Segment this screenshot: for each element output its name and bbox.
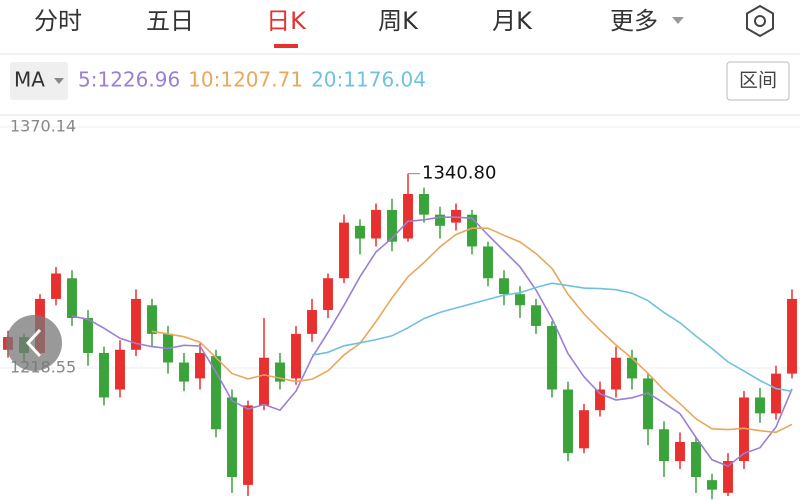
- ma-button-bg: [10, 62, 68, 100]
- candle-body: [643, 378, 653, 430]
- ma-button[interactable]: MA: [10, 62, 68, 100]
- candle-body: [467, 214, 477, 247]
- candle-body: [291, 333, 301, 379]
- header: MA 区间 分时 五日 日K 周K 月K 更多 5:1226.96 10:1207.71 20:…: [0, 4, 800, 101]
- tab[interactable]: 更多: [610, 7, 658, 35]
- candle-body: [579, 410, 589, 449]
- tab[interactable]: 分时: [34, 7, 82, 35]
- candle-body: [67, 278, 77, 318]
- ma-legend: 20:1176.04: [311, 68, 426, 92]
- candle-body: [243, 405, 253, 485]
- candle-body: [211, 356, 221, 430]
- candle-body: [403, 194, 413, 239]
- active-tab-underline: [274, 44, 298, 48]
- candle-body: [707, 480, 717, 490]
- ma-line: [311, 282, 793, 393]
- candle-body: [771, 373, 781, 414]
- candle-body: [675, 441, 685, 462]
- candle-body: [659, 429, 669, 462]
- scroll-button[interactable]: [6, 315, 62, 371]
- candle-body: [531, 305, 541, 326]
- candle-body: [563, 389, 573, 454]
- ma-legend: 10:1207.71: [188, 68, 303, 92]
- ma-line: [71, 216, 793, 468]
- candle-body: [227, 397, 237, 477]
- candle-body: [99, 352, 109, 398]
- candle-body: [355, 225, 365, 239]
- candle-body: [435, 214, 445, 226]
- range-button[interactable]: 区间: [726, 61, 790, 101]
- candle-body: [419, 194, 429, 215]
- plot: 1370.141218.551340.80: [0, 114, 800, 500]
- candle-body: [595, 389, 605, 411]
- tab[interactable]: 日K: [266, 7, 307, 35]
- candle-body: [115, 349, 125, 390]
- candle-body: [515, 294, 525, 306]
- tab[interactable]: 五日: [146, 7, 194, 35]
- candle-body: [611, 357, 621, 390]
- candle-body: [627, 357, 637, 379]
- candle-body: [83, 317, 93, 353]
- candle-body: [691, 441, 701, 477]
- tab[interactable]: 周K: [378, 7, 419, 35]
- candle-body: [755, 397, 765, 414]
- candle-body: [451, 209, 461, 223]
- settings-icon[interactable]: [746, 4, 774, 38]
- candle-body: [339, 222, 349, 279]
- ma-caret: [54, 78, 64, 84]
- candle-body: [147, 305, 157, 334]
- candle-body: [483, 246, 493, 279]
- ma-legend: 5:1226.96: [78, 68, 180, 92]
- candle-body: [723, 461, 733, 493]
- candle-body: [259, 357, 269, 406]
- ma-line: [151, 227, 793, 434]
- candle-body: [739, 397, 749, 462]
- ma-button-label: MA: [14, 68, 45, 92]
- scroll-circle: [6, 315, 62, 371]
- candle-body: [51, 273, 61, 299]
- range-button-bg: [726, 61, 790, 101]
- settings-dot: [754, 15, 766, 27]
- candle-body: [307, 310, 317, 334]
- candle-body: [323, 278, 333, 311]
- scroll-arrow: [25, 328, 42, 358]
- candle-body: [499, 278, 509, 295]
- candle-body: [547, 325, 557, 390]
- candle-body: [371, 209, 381, 239]
- more-caret: [672, 17, 684, 24]
- tab[interactable]: 月K: [492, 7, 533, 35]
- settings-hex: [746, 4, 774, 38]
- candle-body: [131, 298, 141, 350]
- candle-body: [275, 362, 285, 382]
- y-tick-label: 1370.14: [10, 117, 76, 136]
- annotation: 1340.80: [422, 163, 496, 184]
- candle-body: [387, 209, 397, 242]
- candle-body: [195, 352, 205, 379]
- candle-body: [179, 362, 189, 382]
- candle-body: [787, 298, 797, 374]
- range-button-label: 区间: [739, 70, 777, 92]
